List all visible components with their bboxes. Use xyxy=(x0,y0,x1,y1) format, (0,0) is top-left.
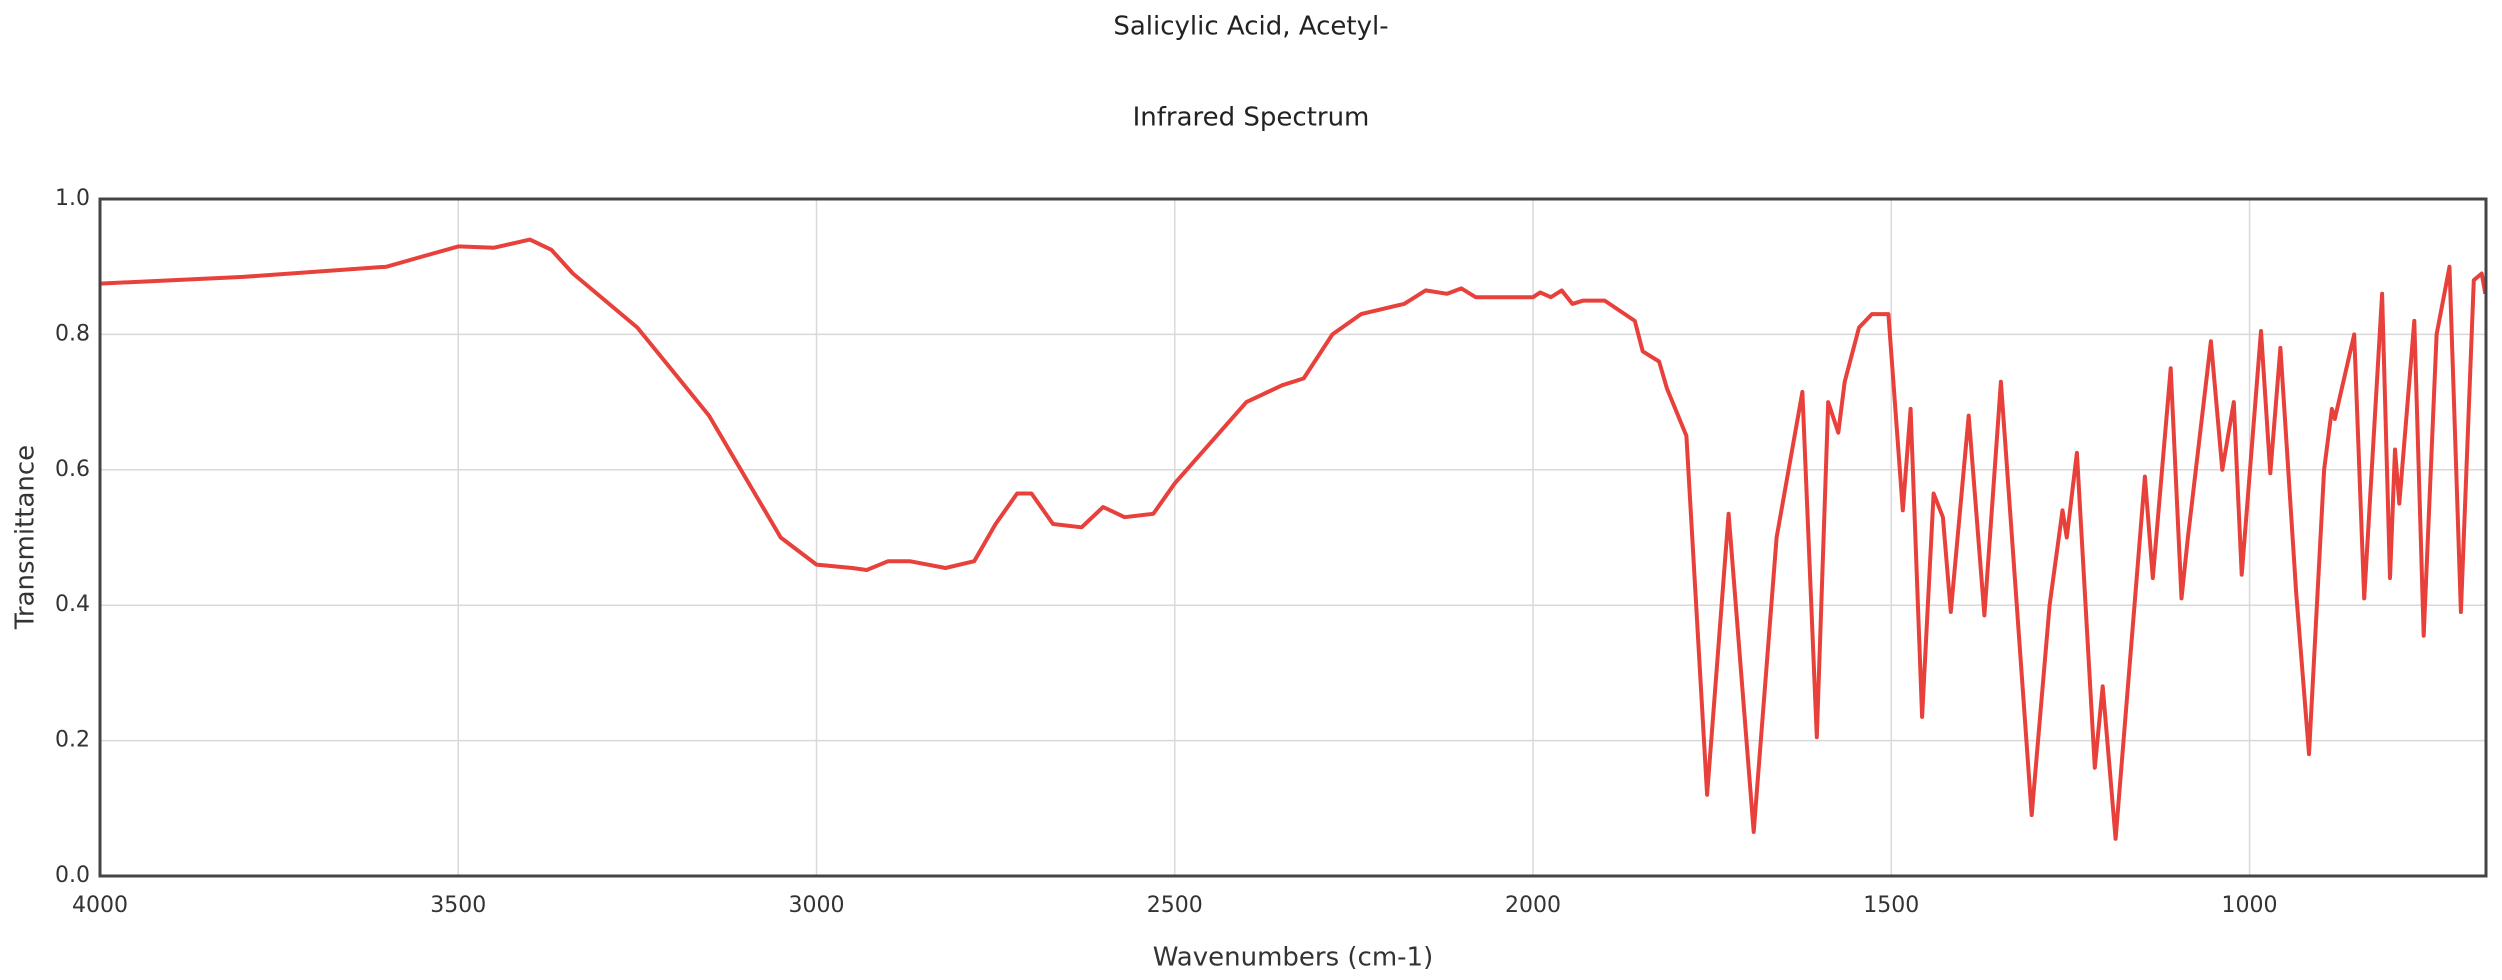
chart-title: Salicylic Acid, Acetyl- xyxy=(1113,12,1388,42)
x-tick-label: 3500 xyxy=(430,893,486,918)
x-tick-label: 2500 xyxy=(1147,893,1203,918)
spectrum-line xyxy=(99,237,2488,841)
y-tick-label: 0.0 xyxy=(55,863,90,888)
plot-frame xyxy=(98,197,2488,878)
x-tick-label: 2000 xyxy=(1505,893,1561,918)
y-tick-label: 1.0 xyxy=(55,186,90,211)
y-tick-label: 0.6 xyxy=(55,457,90,482)
x-tick-label: 1500 xyxy=(1863,893,1919,918)
y-axis-label: Transmittance xyxy=(11,445,41,630)
x-tick-label: 1000 xyxy=(2222,893,2278,918)
chart-subtitle: Infrared Spectrum xyxy=(1133,103,1370,133)
x-tick-label: 4000 xyxy=(72,893,128,918)
y-tick-label: 0.4 xyxy=(55,592,90,617)
x-axis-label: Wavenumbers (cm-1) xyxy=(1153,943,1433,973)
y-tick-label: 0.2 xyxy=(55,728,90,753)
y-tick-label: 0.8 xyxy=(55,321,90,346)
x-tick-label: 3000 xyxy=(789,893,845,918)
